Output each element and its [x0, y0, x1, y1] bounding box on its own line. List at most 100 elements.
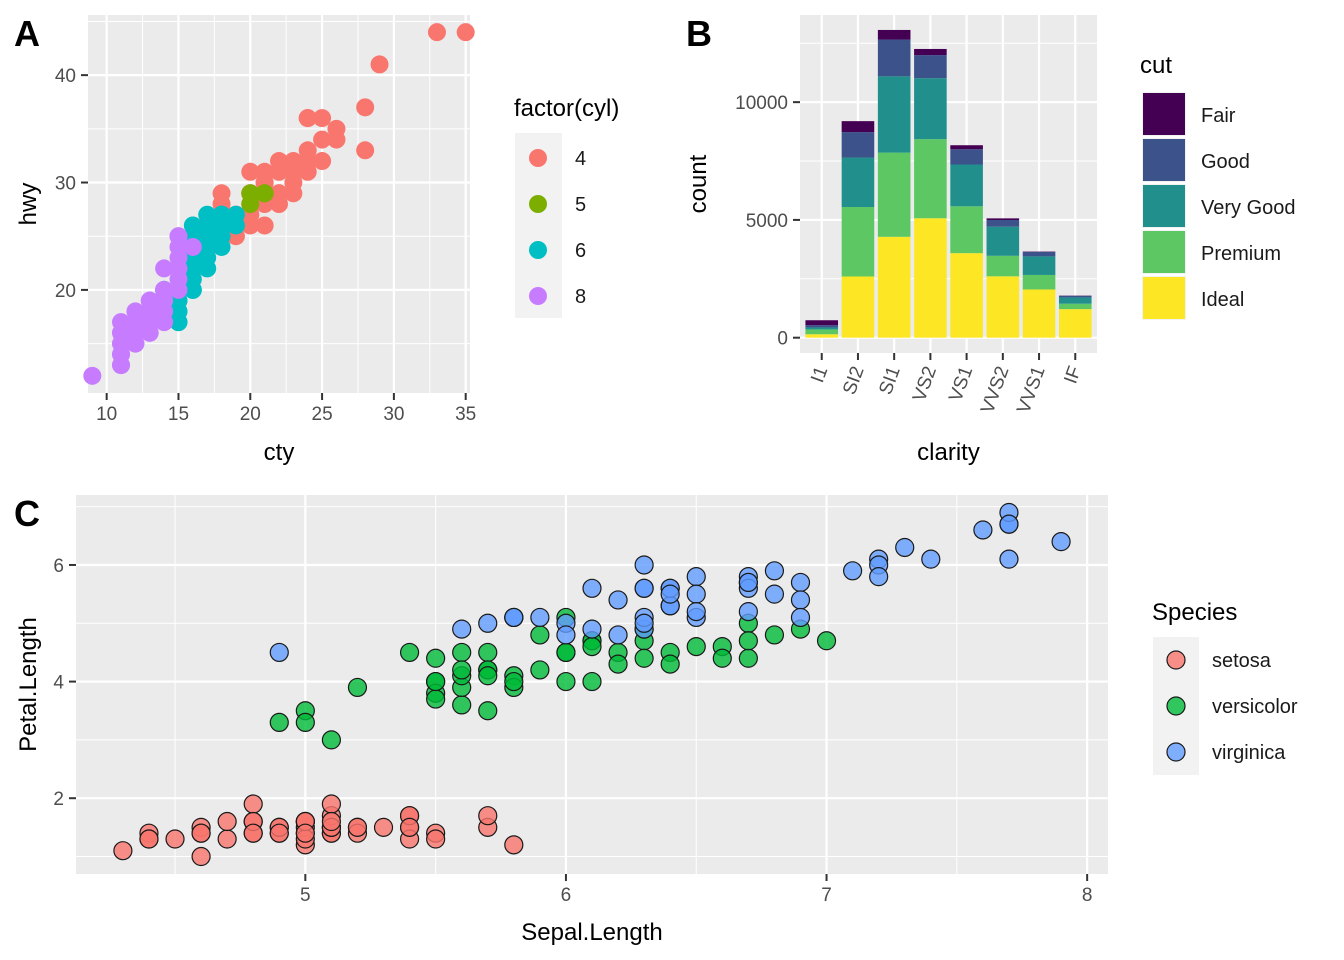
data-point	[243, 823, 263, 843]
bar-segment	[1058, 309, 1092, 338]
data-point	[634, 648, 654, 668]
chart-a-x-tick-label: 30	[383, 404, 404, 425]
legend-title: factor(cyl)	[514, 95, 619, 122]
data-point	[452, 660, 472, 680]
data-point	[113, 841, 133, 861]
bar-segment	[950, 206, 983, 254]
bar-segment	[841, 207, 875, 277]
data-point	[660, 584, 680, 604]
data-point	[269, 823, 289, 843]
x-axis-title: cty	[264, 439, 295, 466]
data-point	[608, 654, 628, 674]
data-point	[426, 829, 446, 849]
data-point	[530, 660, 550, 680]
bar-segment	[1058, 295, 1092, 298]
data-point	[140, 291, 159, 310]
data-point	[373, 817, 394, 837]
bar-segment	[1022, 289, 1056, 338]
chart-b-x-tick-label: VVS1	[1013, 364, 1049, 417]
data-point	[126, 302, 145, 321]
chart-b-y-tick-label: 5000	[746, 211, 788, 232]
legend-label: 4	[575, 148, 586, 170]
x-axis-title: clarity	[917, 439, 980, 466]
data-point	[313, 152, 332, 171]
data-point	[999, 549, 1019, 569]
data-point	[478, 666, 498, 686]
chart-c-x-tick-label: 5	[300, 885, 311, 906]
data-point	[269, 712, 289, 733]
data-point	[217, 829, 237, 849]
data-point	[973, 520, 993, 540]
bar-segment	[841, 132, 875, 158]
data-point	[169, 227, 188, 246]
data-point	[198, 205, 217, 224]
chart-a-y-tick-label: 40	[55, 66, 76, 87]
panel-tag-c: C	[14, 493, 40, 534]
data-point	[183, 237, 202, 256]
legend-key	[529, 195, 547, 213]
bar-segment	[805, 325, 839, 328]
data-point	[895, 537, 915, 558]
bar-segment	[1058, 297, 1092, 304]
legend-label: 5	[575, 194, 586, 216]
data-point	[582, 578, 602, 598]
bar-chart-b: I1 SI2 SI1 VS2 VS1 VVS2 VVS1 IF 0 5000 10000 clarit…	[685, 15, 1296, 466]
data-point	[426, 648, 446, 668]
bar-segment	[914, 48, 947, 56]
data-point	[1051, 532, 1071, 552]
legend-label: Premium	[1201, 243, 1281, 265]
data-point	[582, 636, 602, 657]
data-point	[169, 302, 188, 321]
data-point	[217, 811, 237, 832]
panel-tag-a: A	[14, 13, 40, 54]
data-point	[284, 152, 303, 171]
data-point	[790, 607, 811, 628]
scatter-chart-a: 10 15 20 25 30 35 20 30 40 cty hwy factor(cyl) 4 5 6 8	[15, 15, 619, 466]
data-point	[226, 216, 245, 235]
data-point	[112, 356, 131, 375]
data-point	[556, 625, 576, 645]
data-point	[790, 590, 811, 610]
data-point	[347, 677, 368, 698]
chart-c-y-tick-label: 2	[53, 789, 64, 810]
legend-key	[1166, 650, 1186, 670]
data-point	[321, 730, 341, 750]
data-point	[243, 794, 263, 814]
x-axis-title: Sepal.Length	[521, 919, 662, 946]
bar-segment	[877, 39, 911, 77]
bar-segment	[877, 236, 911, 338]
chart-a-x-tick-label: 15	[168, 404, 189, 425]
legend-key	[1143, 139, 1185, 181]
bar-segment	[986, 276, 1020, 338]
data-point	[738, 648, 758, 668]
bar-segment	[914, 139, 947, 219]
data-point	[284, 184, 303, 203]
legend-label: 6	[575, 240, 586, 262]
bar-segment	[805, 327, 839, 330]
data-point	[478, 701, 498, 721]
legend-key	[1166, 696, 1186, 716]
legend-title: cut	[1140, 52, 1172, 79]
data-point	[738, 572, 758, 593]
data-point	[921, 549, 941, 569]
data-point	[452, 619, 472, 639]
data-point	[582, 619, 602, 639]
data-point	[478, 642, 498, 663]
bar-segment	[877, 152, 911, 237]
data-point	[634, 578, 654, 598]
data-point	[530, 607, 550, 628]
data-point	[504, 607, 524, 628]
data-point	[686, 584, 706, 604]
bar-segment	[914, 218, 947, 338]
bar-segment	[914, 55, 947, 79]
data-point	[321, 794, 341, 814]
chart-a-x-tick-label: 10	[96, 404, 117, 425]
chart-b-x-tick-label: IF	[1060, 364, 1086, 387]
data-point	[255, 162, 274, 181]
data-point	[169, 280, 188, 299]
data-point	[712, 648, 732, 668]
bar-segment	[1022, 256, 1056, 275]
data-point	[155, 259, 174, 278]
bar-segment	[877, 29, 911, 40]
data-point	[126, 334, 145, 353]
